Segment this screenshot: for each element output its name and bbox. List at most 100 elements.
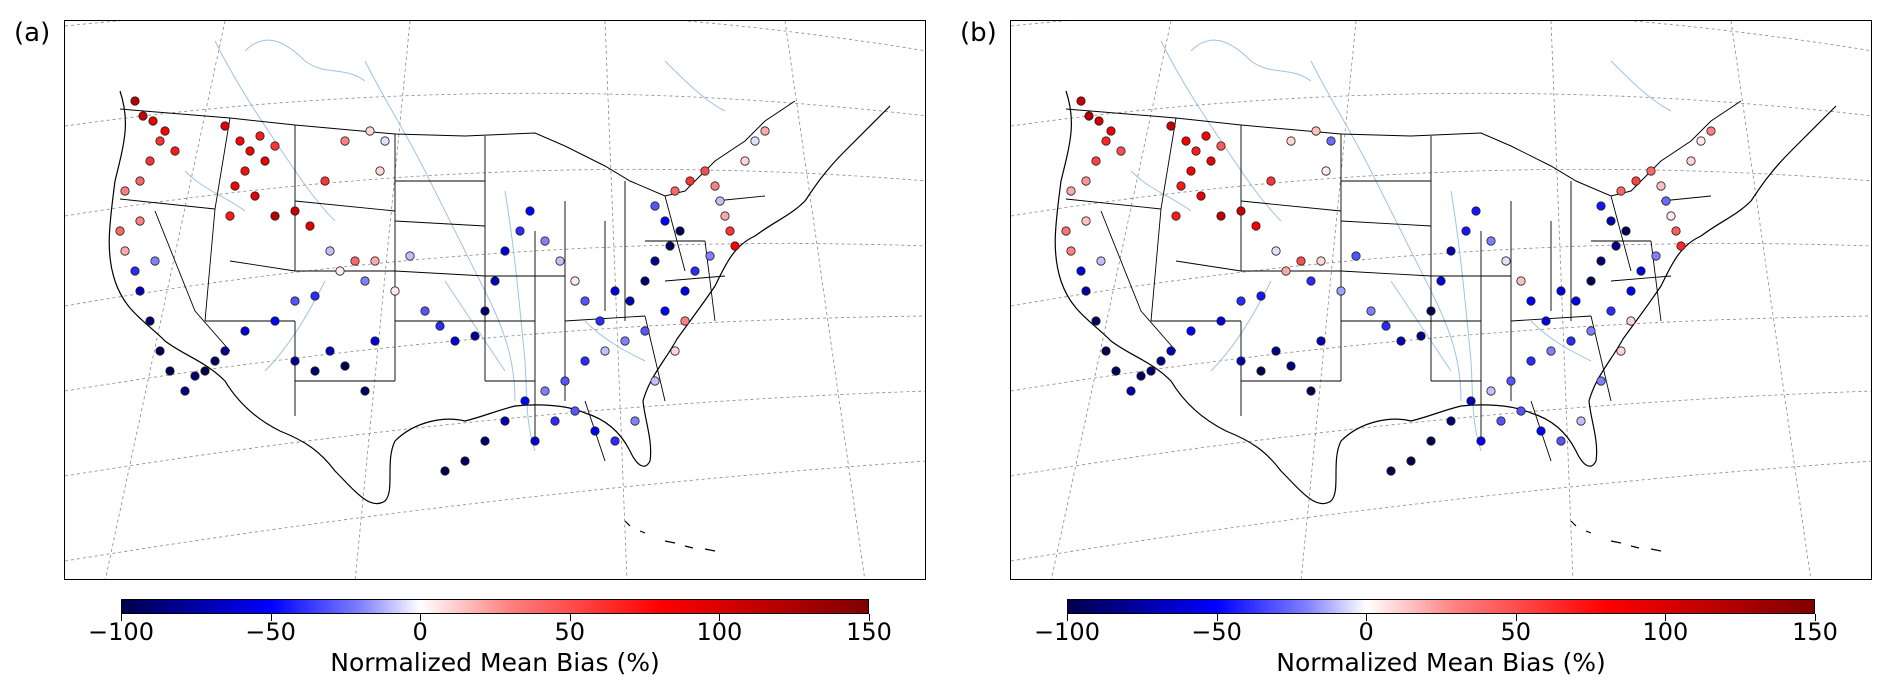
graticule-line (65, 243, 925, 307)
station-marker (325, 246, 335, 256)
station-marker (1156, 356, 1166, 366)
station-marker (170, 146, 180, 156)
station-marker (235, 136, 245, 146)
river (444, 280, 506, 372)
station-marker (390, 286, 400, 296)
station-marker (180, 386, 190, 396)
station-marker (1116, 146, 1126, 156)
station-marker (1084, 111, 1094, 121)
station-marker (1526, 296, 1536, 306)
station-marker (480, 436, 490, 446)
graticule-line (1300, 21, 1357, 579)
station-marker (1146, 366, 1156, 376)
station-marker (120, 186, 130, 196)
station-marker (1621, 226, 1631, 236)
station-marker (690, 266, 700, 276)
graticule-line (1011, 460, 1871, 562)
station-marker (1236, 296, 1246, 306)
islands (1570, 520, 1662, 552)
station-marker (1286, 361, 1296, 371)
colorbar (121, 599, 869, 614)
station-marker (250, 191, 260, 201)
graticule-line (1730, 21, 1812, 579)
station-marker (1251, 221, 1261, 231)
river (1190, 39, 1312, 82)
station-marker (1336, 286, 1346, 296)
colorbar-tick-label: 100 (1642, 618, 1689, 646)
station-marker (405, 251, 415, 261)
station-marker (155, 136, 165, 146)
station-marker (145, 156, 155, 166)
station-marker (1281, 266, 1291, 276)
station-marker (1461, 226, 1471, 236)
station-marker (480, 306, 490, 316)
graticule (1011, 21, 1871, 579)
river (184, 170, 246, 212)
station-marker (1686, 156, 1696, 166)
station-marker (490, 276, 500, 286)
map-frame (1010, 20, 1872, 580)
station-marker (1111, 366, 1121, 376)
station-marker (1546, 346, 1556, 356)
station-marker (1166, 121, 1176, 131)
station-marker (1586, 326, 1596, 336)
colorbar-tick (869, 614, 870, 621)
station-marker (1626, 286, 1636, 296)
station-marker (1501, 256, 1511, 266)
station-marker (1586, 276, 1596, 286)
station-marker (680, 286, 690, 296)
station-marker (1516, 276, 1526, 286)
station-marker (500, 246, 510, 256)
station-marker (255, 131, 265, 141)
station-marker (1541, 316, 1551, 326)
panel-label: (b) (960, 18, 997, 48)
graticule (65, 21, 925, 579)
station-marker (1296, 256, 1306, 266)
station-marker (130, 266, 140, 276)
station-marker (1526, 356, 1536, 366)
station-marker (660, 216, 670, 226)
station-marker (1126, 386, 1136, 396)
river (1310, 60, 1462, 402)
station-marker (245, 146, 255, 156)
station-marker (540, 236, 550, 246)
national-border (119, 100, 796, 197)
station-marker (670, 346, 680, 356)
station-marker (1091, 316, 1101, 326)
station-marker (1671, 226, 1681, 236)
station-marker (1636, 266, 1646, 276)
state-border (664, 195, 686, 272)
colorbar-tick-label: −50 (245, 618, 296, 646)
colorbar-tick-label: 100 (696, 618, 743, 646)
station-marker (1616, 186, 1626, 196)
station-marker (1306, 276, 1316, 286)
station-marker (1566, 336, 1576, 346)
station-marker (240, 166, 250, 176)
station-marker (1596, 201, 1606, 211)
station-marker (225, 211, 235, 221)
stations (115, 96, 770, 476)
station-marker (1556, 286, 1566, 296)
state-border (1340, 270, 1432, 277)
station-marker (595, 316, 605, 326)
state-border (214, 117, 231, 210)
graticule-line (1011, 315, 1871, 392)
colorbar-tick-label: −100 (88, 618, 154, 646)
station-marker (1236, 206, 1246, 216)
state-border (119, 198, 216, 210)
station-marker (365, 126, 375, 136)
colorbar-tick (1067, 614, 1068, 621)
station-marker (1576, 416, 1586, 426)
panel-a: (a) Normalized Mean Bias (%) −100 −50 0 50 1… (14, 18, 926, 677)
station-marker (350, 256, 360, 266)
station-marker (1416, 331, 1426, 341)
colorbar-tick-label: −50 (1191, 618, 1242, 646)
station-marker (115, 226, 125, 236)
station-marker (1136, 371, 1146, 381)
panel-label: (a) (14, 18, 51, 48)
national-border (1065, 100, 1742, 197)
state-border (1160, 117, 1177, 210)
station-marker (570, 276, 580, 286)
station-marker (580, 356, 590, 366)
station-marker (200, 366, 210, 376)
